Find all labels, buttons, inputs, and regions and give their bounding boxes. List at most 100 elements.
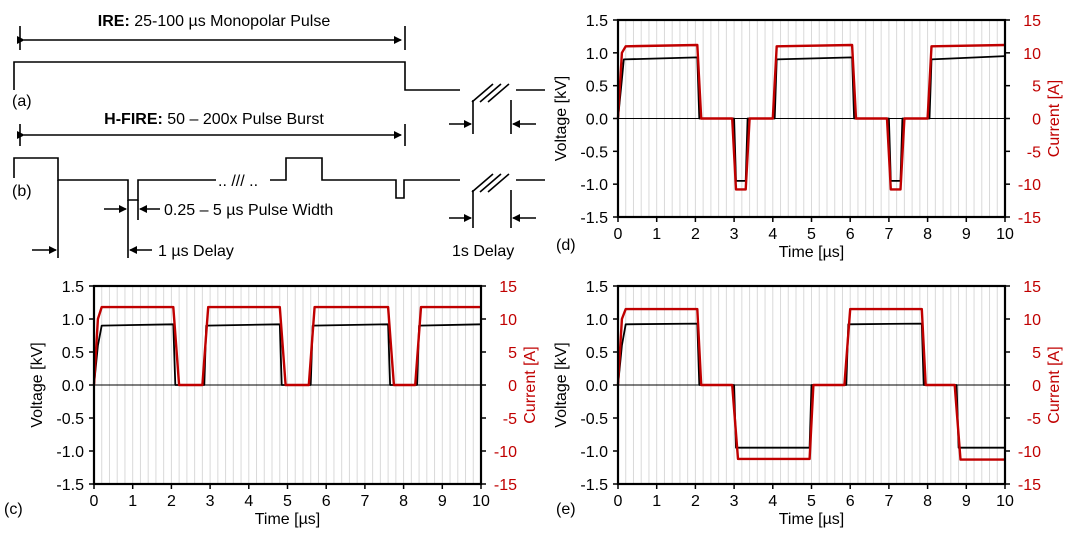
break-mark bbox=[479, 173, 502, 193]
y-axis-title: Voltage [kV] bbox=[553, 76, 570, 161]
x-tick-label: 2 bbox=[167, 493, 176, 510]
pulse-width-label: 0.25 – 5 µs Pulse Width bbox=[164, 202, 333, 219]
y-axis-title: Voltage [kV] bbox=[29, 342, 46, 427]
x-tick-label: 10 bbox=[996, 493, 1014, 510]
x-tick-label: 9 bbox=[962, 493, 971, 510]
x-tick-label: 0 bbox=[90, 493, 99, 510]
x-tick-label: 2 bbox=[691, 226, 700, 243]
y2-tick-label: -15 bbox=[1018, 210, 1041, 227]
y2-tick-label: 5 bbox=[1032, 345, 1041, 362]
y-tick-label: 0.5 bbox=[586, 79, 608, 96]
y2-tick-label: 10 bbox=[499, 312, 517, 329]
hfire-title-text: 50 – 200x Pulse Burst bbox=[163, 111, 325, 128]
y2-tick-label: -15 bbox=[494, 477, 517, 494]
x-tick-label: 8 bbox=[923, 493, 932, 510]
burst-ellipsis: .. /// .. bbox=[218, 173, 258, 190]
y2-tick-label: -10 bbox=[1018, 177, 1041, 194]
x-tick-label: 10 bbox=[472, 493, 490, 510]
ire-title-text: 25-100 µs Monopolar Pulse bbox=[130, 13, 331, 30]
break-mark bbox=[487, 83, 510, 103]
hfire-title-bold: H-FIRE: bbox=[104, 111, 163, 128]
y-tick-label: 0.5 bbox=[62, 345, 84, 362]
chart-panel: 0 1 2 3 4 5 6 7 8 9 10 -1.5 -1.0 -0.5 0.0 0.5 1.0 1.5 -15 -… bbox=[553, 13, 1063, 261]
current-series-line bbox=[616, 307, 1005, 461]
y2-tick-label: -15 bbox=[1018, 477, 1041, 494]
x-tick-label: 3 bbox=[206, 493, 215, 510]
y2-tick-label: 5 bbox=[1032, 79, 1041, 96]
y-tick-label: -1.5 bbox=[56, 477, 84, 494]
x-tick-label: 1 bbox=[652, 493, 661, 510]
y2-tick-label: -10 bbox=[494, 444, 517, 461]
x-axis-title: Time [µs] bbox=[779, 244, 845, 261]
y2-tick-label: 5 bbox=[508, 345, 517, 362]
schematic-labels: IRE: 25-100 µs Monopolar Pulse H-FIRE: 5… bbox=[12, 13, 514, 260]
panel-label-a: (a) bbox=[12, 93, 32, 110]
x-tick-label: 0 bbox=[614, 226, 623, 243]
x-tick-label: 2 bbox=[691, 493, 700, 510]
y-tick-label: -1.0 bbox=[56, 444, 84, 461]
x-tick-label: 4 bbox=[244, 493, 253, 510]
y-tick-label: 1.5 bbox=[586, 279, 608, 296]
x-tick-label: 8 bbox=[923, 226, 932, 243]
ire-title: IRE: 25-100 µs Monopolar Pulse bbox=[98, 13, 331, 30]
x-tick-label: 6 bbox=[322, 493, 331, 510]
x-axis-title: Time [µs] bbox=[255, 511, 321, 528]
panel-label-b: (b) bbox=[12, 183, 32, 200]
y2-tick-label: 0 bbox=[1032, 378, 1041, 395]
y2-tick-label: -10 bbox=[1018, 444, 1041, 461]
x-tick-label: 7 bbox=[884, 493, 893, 510]
y-tick-label: 1.5 bbox=[62, 279, 84, 296]
y-tick-label: -1.0 bbox=[580, 177, 608, 194]
x-tick-label: 5 bbox=[807, 493, 816, 510]
x-tick-label: 9 bbox=[962, 226, 971, 243]
chart-panel: 0 1 2 3 4 5 6 7 8 9 10 -1.5 -1.0 -0.5 0.0 0.5 1.0 1.5 -15 -… bbox=[553, 279, 1063, 528]
break-mark bbox=[487, 173, 510, 193]
x-tick-label: 1 bbox=[128, 493, 137, 510]
hfire-title: H-FIRE: 50 – 200x Pulse Burst bbox=[104, 111, 324, 128]
y-tick-label: -0.5 bbox=[56, 411, 84, 428]
inter-pulse-delay-label: 1 µs Delay bbox=[158, 243, 234, 260]
x-tick-label: 0 bbox=[614, 493, 623, 510]
y-tick-label: -1.5 bbox=[580, 477, 608, 494]
y-tick-label: -1.0 bbox=[580, 444, 608, 461]
y-tick-label: 0.0 bbox=[62, 378, 84, 395]
y2-tick-label: 15 bbox=[1023, 13, 1041, 30]
hfire-waveform-right bbox=[270, 157, 460, 199]
x-tick-label: 1 bbox=[652, 226, 661, 243]
hfire-waveform-left bbox=[13, 157, 216, 201]
y2-tick-label: 15 bbox=[1023, 279, 1041, 296]
y2-tick-label: -5 bbox=[1027, 144, 1041, 161]
chart-panels: 0 1 2 3 4 5 6 7 8 9 10-1.5-1.0-0.50.00.51.01.5-15-… bbox=[4, 13, 1063, 528]
y2-axis-title: Current [A] bbox=[522, 346, 539, 423]
y2-axis-title: Current [A] bbox=[1046, 346, 1063, 423]
break-mark bbox=[479, 83, 502, 103]
x-tick-label: 9 bbox=[438, 493, 447, 510]
x-tick-label: 4 bbox=[768, 493, 777, 510]
y-tick-label: 0.0 bbox=[586, 112, 608, 129]
x-axis-title: Time [µs] bbox=[779, 511, 845, 528]
panel-label: (c) bbox=[4, 501, 23, 518]
y-axis-title: Voltage [kV] bbox=[553, 342, 570, 427]
y2-tick-label: -5 bbox=[503, 411, 517, 428]
y-tick-label: -0.5 bbox=[580, 411, 608, 428]
current-series-line bbox=[616, 43, 1006, 191]
x-tick-label: 5 bbox=[283, 493, 292, 510]
y2-tick-label: -5 bbox=[1027, 411, 1041, 428]
y2-tick-label: 0 bbox=[1032, 112, 1041, 129]
x-tick-label: 3 bbox=[730, 493, 739, 510]
ire-waveform bbox=[13, 61, 460, 91]
y-tick-label: -1.5 bbox=[580, 210, 608, 227]
x-tick-label: 6 bbox=[846, 226, 855, 243]
pulse-schematic bbox=[13, 26, 545, 258]
x-tick-label: 10 bbox=[996, 226, 1014, 243]
panel-label: (d) bbox=[556, 237, 576, 254]
x-tick-label: 7 bbox=[884, 226, 893, 243]
y-tick-label: 0.0 bbox=[586, 378, 608, 395]
break-mark bbox=[471, 83, 494, 103]
y2-tick-label: 10 bbox=[1023, 312, 1041, 329]
x-tick-label: 7 bbox=[360, 493, 369, 510]
y-tick-label: 1.0 bbox=[586, 312, 608, 329]
break-mark bbox=[471, 173, 494, 193]
y-tick-label: 1.0 bbox=[62, 312, 84, 329]
